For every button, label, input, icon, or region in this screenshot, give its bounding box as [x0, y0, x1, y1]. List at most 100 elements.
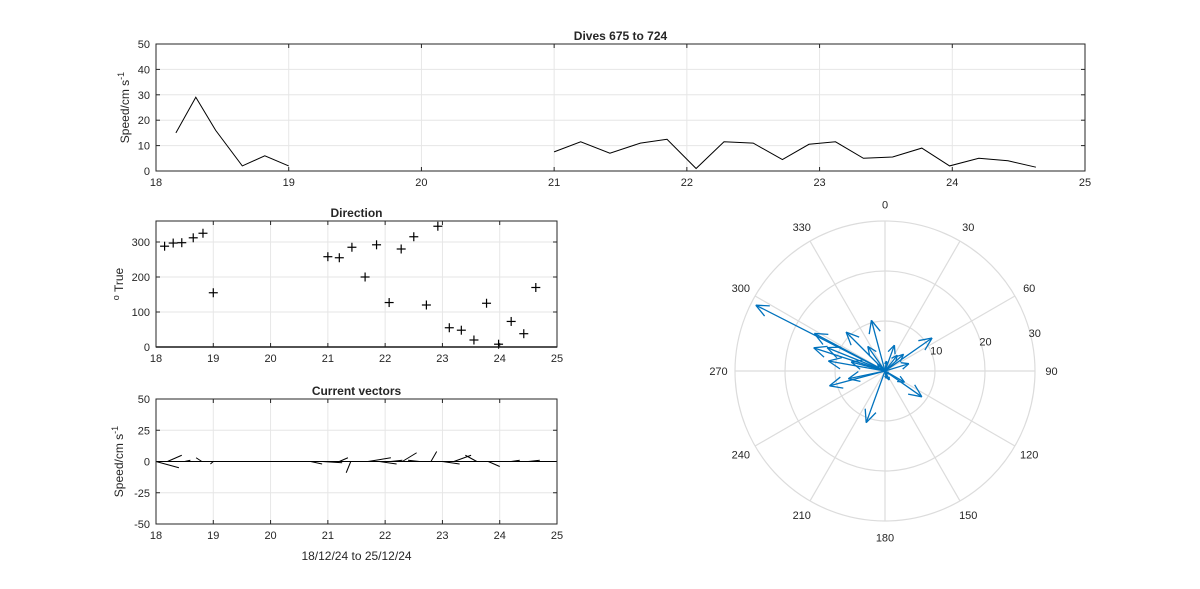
- direction-point: [208, 288, 218, 298]
- r-tick-label: 20: [979, 337, 991, 349]
- direction-point: [347, 242, 357, 252]
- current-arrow: [868, 319, 886, 372]
- y-tick-label: 0: [144, 457, 150, 469]
- arrow-head: [899, 375, 906, 383]
- x-tick-label: 18: [150, 530, 162, 542]
- arrow-head: [902, 363, 910, 370]
- x-tick-label: 18: [150, 353, 162, 365]
- x-tick-label: 24: [494, 530, 506, 542]
- theta-label: 120: [1020, 449, 1038, 461]
- direction-point: [188, 233, 198, 243]
- current-arrow: [884, 360, 888, 372]
- direction-point: [421, 300, 431, 310]
- arrow-head: [845, 331, 852, 346]
- current-vector: [339, 457, 349, 462]
- axes-frame: [155, 43, 1086, 172]
- current-vector: [465, 454, 478, 462]
- x-tick-label: 19: [283, 177, 295, 189]
- x-tick-label: 23: [436, 530, 448, 542]
- arrow-shaft: [826, 346, 886, 372]
- theta-label: 270: [709, 366, 727, 378]
- arrow-shaft: [828, 360, 886, 372]
- x-tick-label: 20: [264, 530, 276, 542]
- direction-point: [160, 241, 170, 251]
- arrow-shaft: [884, 354, 898, 372]
- arrow-head: [829, 376, 841, 387]
- current-vector: [167, 454, 182, 462]
- y-tick-label: -50: [134, 519, 150, 531]
- current-arrow: [828, 356, 886, 372]
- arrow-head: [845, 331, 860, 338]
- current-arrow: [813, 332, 886, 372]
- x-tick-label: 21: [322, 530, 334, 542]
- arrow-head: [848, 378, 861, 383]
- x-tick-label: 19: [207, 530, 219, 542]
- current-arrow: [884, 354, 898, 372]
- arrow-head: [813, 333, 824, 345]
- axes-frame: [155, 398, 558, 525]
- arrow-head: [755, 304, 770, 307]
- direction-point: [409, 232, 419, 242]
- arrow-head: [907, 393, 922, 398]
- direction-point: [456, 325, 466, 335]
- arrow-shaft: [884, 361, 888, 372]
- x-tick-label: 22: [379, 353, 391, 365]
- x-tick-label: 23: [436, 353, 448, 365]
- arrow-head: [826, 347, 838, 359]
- y-tick-label: 30: [138, 90, 150, 102]
- arrow-head: [891, 354, 898, 359]
- arrow-shaft: [867, 346, 886, 372]
- plot-area: [156, 221, 557, 347]
- theta-label: 0: [882, 200, 888, 212]
- current-vector: [155, 461, 180, 469]
- angular-grid-line: [884, 370, 1016, 447]
- angular-grid-line: [809, 370, 886, 502]
- arrow-head: [828, 360, 841, 370]
- current-vector: [488, 461, 500, 467]
- y-tick-label: 0: [144, 342, 150, 354]
- speed-panel: 18 19 20 21 22 23 24 25 0 10 20 30 40 50 Speed/cm s-1: [116, 39, 1091, 189]
- arrow-head: [893, 345, 896, 355]
- arrow-shaft: [884, 363, 910, 372]
- arrow-shaft: [829, 370, 886, 387]
- x-tick-label: 19: [207, 353, 219, 365]
- y-axis-label: o True: [111, 268, 126, 301]
- arrow-head: [886, 377, 890, 381]
- y-tick-label: 200: [132, 272, 150, 284]
- y-tick-label: 20: [138, 115, 150, 127]
- theta-label: 240: [732, 449, 750, 461]
- x-tick-label: 21: [322, 353, 334, 365]
- current-vectors-panel: Current vectors 18 19 20 21 22 23 24 25 -50 -25 0 25…: [110, 384, 563, 563]
- arrow-head: [895, 355, 898, 362]
- theta-label: 150: [959, 510, 977, 522]
- direction-title: Direction: [330, 206, 382, 220]
- direction-point: [482, 298, 492, 308]
- current-arrow: [884, 370, 888, 379]
- x-tick-label: 24: [494, 353, 506, 365]
- arrow-shaft: [884, 353, 905, 372]
- x-tick-label: 20: [264, 353, 276, 365]
- y-tick-label: 25: [138, 425, 150, 437]
- current-vector: [195, 457, 203, 462]
- direction-point: [168, 238, 178, 248]
- arrow-shaft: [884, 370, 923, 398]
- arrow-head: [828, 356, 843, 362]
- arrow-head: [885, 360, 888, 365]
- y-tick-label: 50: [138, 39, 150, 51]
- current-arrow: [826, 346, 886, 372]
- arrow-shaft: [813, 347, 886, 372]
- x-tick-label: 20: [415, 177, 427, 189]
- theta-label: 330: [793, 222, 811, 234]
- direction-point: [519, 329, 529, 339]
- direction-point: [433, 221, 443, 231]
- arrow-shaft: [884, 337, 933, 372]
- x-tick-label: 21: [548, 177, 560, 189]
- r-tick-label: 30: [1029, 328, 1041, 340]
- arrow-head: [918, 337, 933, 342]
- angular-grid-line: [884, 240, 961, 372]
- current-vector: [345, 461, 352, 473]
- arrow-shaft: [814, 332, 886, 372]
- current-arrow: [829, 370, 886, 389]
- current-vector: [402, 452, 417, 462]
- theta-label: 90: [1045, 366, 1057, 378]
